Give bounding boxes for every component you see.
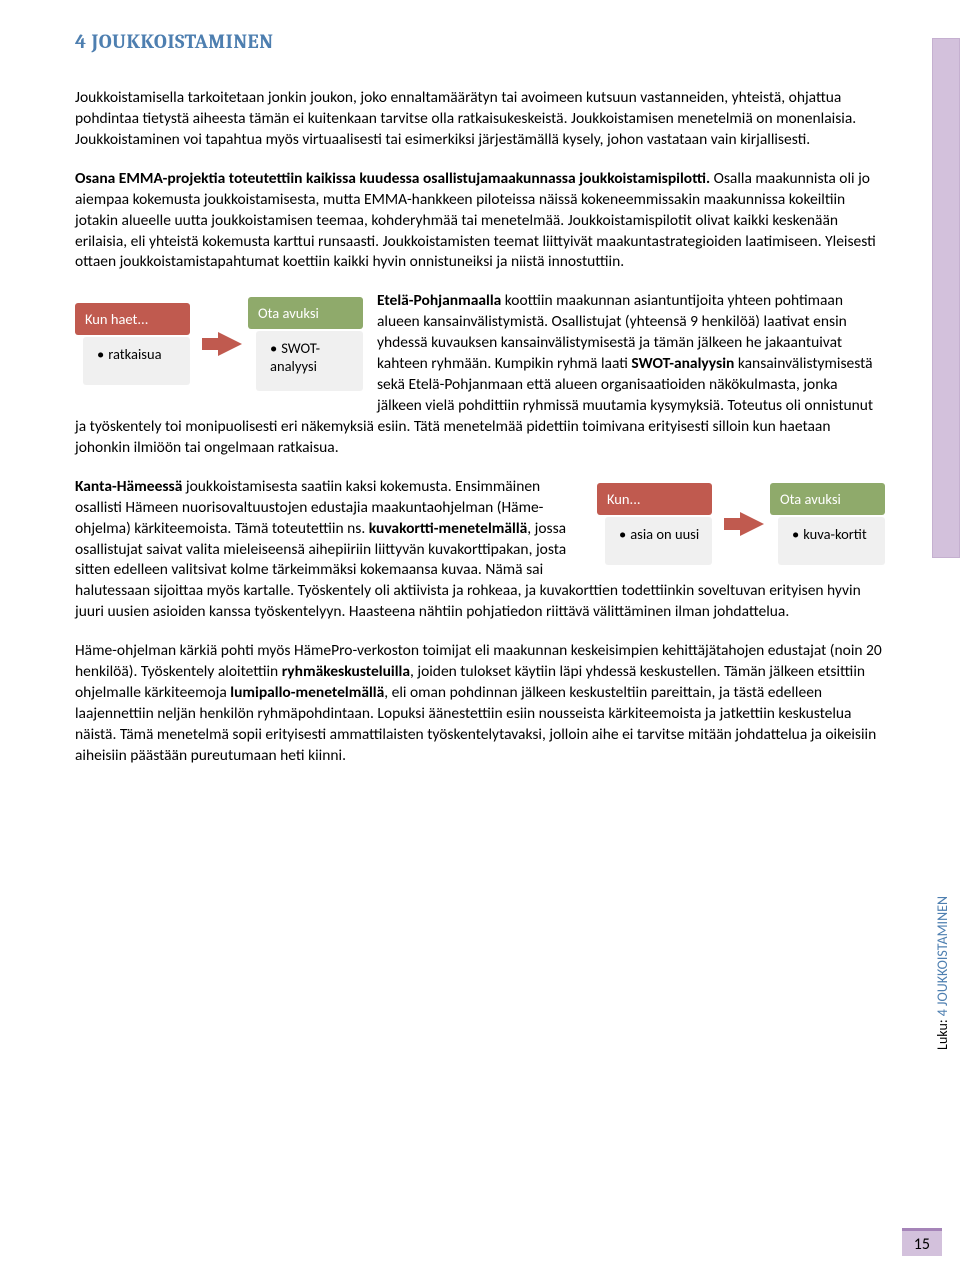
tip-kuva-when-body: asia on uusi [605,517,712,565]
arrow-icon [724,512,764,536]
paragraph-kantahame-method: kuvakortti-menetelmällä [369,519,528,538]
paragraph-emma: Osana EMMA-projektia toteutettiin kaikis… [75,169,885,274]
tip-swot-when: Kun haet... ratkaisua [75,303,190,385]
tip-kuvakortti-group: Kun... asia on uusi Ota avuksi kuva-kort… [597,483,885,565]
paragraph-intro: Joukkoistamisella tarkoitetaan jonkin jo… [75,88,885,151]
tip-kuva-when: Kun... asia on uusi [597,483,712,565]
tip-swot-when-header: Kun haet... [75,303,190,335]
paragraph-hamepro-method1: ryhmäkeskusteluilla [282,662,410,681]
tip-swot-use-body: SWOT-analyysi [256,331,363,391]
tip-kuva-use-body: kuva-kortit [778,517,885,565]
paragraph-hamepro: Häme-ohjelman kärkiä pohti myös HämePro-… [75,641,885,767]
page-number: 15 [902,1228,942,1256]
paragraph-hamepro-method2: lumipallo-menetelmällä [230,683,384,702]
arrow-icon [202,332,242,356]
tip-kuva-use: Ota avuksi kuva-kortit [770,483,885,565]
tip-kuva-when-header: Kun... [597,483,712,515]
tip-swot-when-body: ratkaisua [83,337,190,385]
tip-swot-group: Kun haet... ratkaisua Ota avuksi SWOT-an… [75,297,363,391]
tip-swot-use-header: Ota avuksi [248,297,363,329]
paragraph-kantahame-region: Kanta-Hämeessä [75,477,182,496]
tip-swot-use: Ota avuksi SWOT-analyysi [248,297,363,391]
paragraph-emma-lead: Osana EMMA-projektia toteutettiin kaikis… [75,169,710,188]
tip-kuva-use-header: Ota avuksi [770,483,885,515]
section-heading: 4 JOUKKOISTAMINEN [75,30,885,53]
paragraph-etela-region: Etelä-Pohjanmaalla [377,291,501,310]
paragraph-etela-swot: SWOT-analyysin [631,354,734,373]
